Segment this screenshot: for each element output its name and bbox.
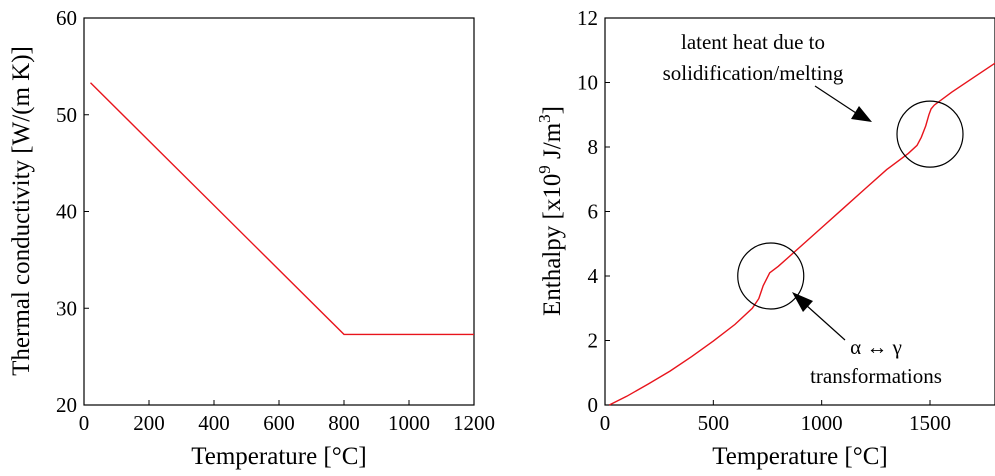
conductivity-x-tick-label-6: 1200 [453, 411, 495, 435]
enthalpy-x-tick-label-1: 500 [698, 411, 730, 435]
latent-heat-annotation: latent heat due to solidification/meltin… [663, 30, 964, 168]
latent-heat-arrow-line [814, 85, 857, 114]
alpha-gamma-annotation-line-2: transformations [810, 364, 942, 388]
alpha-gamma-annotation: α ↔ γ transformations [737, 242, 942, 388]
conductivity-axis-ticks: 0 200 400 600 800 1000 1200 20 30 40 50 60 [56, 6, 495, 435]
latent-heat-arrow-head [851, 106, 872, 122]
conductivity-y-tick-label-1: 30 [56, 296, 77, 320]
enthalpy-y-tick-label-0: 0 [588, 393, 599, 417]
enthalpy-y-tick-label-4: 8 [588, 135, 599, 159]
enthalpy-x-tick-label-0: 0 [600, 411, 611, 435]
conductivity-plot-frame [83, 17, 475, 406]
enthalpy-ylabel-exponent-3: 3 [535, 114, 554, 123]
conductivity-x-tick-label-3: 600 [263, 411, 295, 435]
latent-heat-annotation-circle [896, 100, 964, 168]
latent-heat-annotation-line-2: solidification/melting [663, 61, 844, 85]
enthalpy-axis-ticks: 0 500 1000 1500 0 2 4 6 8 10 12 [577, 6, 951, 435]
conductivity-y-axis-title: Thermal conductivity [W/(m K)] [8, 46, 35, 376]
enthalpy-x-axis-title: Temperature [°C] [712, 443, 888, 470]
enthalpy-ylabel-exponent-9: 9 [535, 165, 554, 174]
enthalpy-ylabel-part-2: J/m [539, 122, 566, 165]
alpha-gamma-arrow-line [805, 304, 846, 341]
conductivity-y-tick-label-3: 50 [56, 103, 77, 127]
enthalpy-x-tick-label-3: 1500 [909, 411, 951, 435]
conductivity-x-tick-label-4: 800 [328, 411, 360, 435]
conductivity-y-tick-label-2: 40 [56, 200, 77, 224]
enthalpy-y-tick-label-6: 12 [577, 6, 598, 30]
alpha-gamma-arrow-head [792, 292, 813, 312]
conductivity-x-axis-title: Temperature [°C] [191, 443, 367, 470]
conductivity-y-tick-label-4: 60 [56, 6, 77, 30]
conductivity-chart-panel: 0 200 400 600 800 1000 1200 20 30 40 50 60 Temperat… [8, 6, 495, 470]
conductivity-x-tick-label-5: 1000 [388, 411, 430, 435]
enthalpy-y-tick-label-1: 2 [588, 329, 599, 353]
alpha-gamma-annotation-circle [737, 242, 805, 310]
enthalpy-ylabel-part-3: ] [539, 106, 566, 114]
alpha-gamma-annotation-line-1: α ↔ γ [850, 335, 902, 359]
enthalpy-chart-panel: 0 500 1000 1500 0 2 4 6 8 10 12 Temperature [°C] E… [535, 6, 995, 470]
latent-heat-annotation-line-1: latent heat due to [681, 30, 825, 54]
enthalpy-y-axis-title: Enthalpy [x109 J/m3] [535, 106, 566, 316]
enthalpy-series-line [608, 62, 995, 406]
enthalpy-ylabel-part-1: Enthalpy [x10 [539, 174, 566, 316]
conductivity-x-tick-label-2: 400 [198, 411, 230, 435]
enthalpy-y-tick-label-5: 10 [577, 71, 598, 95]
conductivity-y-tick-label-0: 20 [56, 393, 77, 417]
enthalpy-x-tick-label-2: 1000 [801, 411, 843, 435]
conductivity-x-tick-label-1: 200 [133, 411, 165, 435]
enthalpy-y-tick-label-2: 4 [588, 264, 599, 288]
conductivity-series-line [90, 82, 474, 336]
enthalpy-y-tick-label-3: 6 [588, 200, 599, 224]
conductivity-x-tick-label-0: 0 [79, 411, 90, 435]
